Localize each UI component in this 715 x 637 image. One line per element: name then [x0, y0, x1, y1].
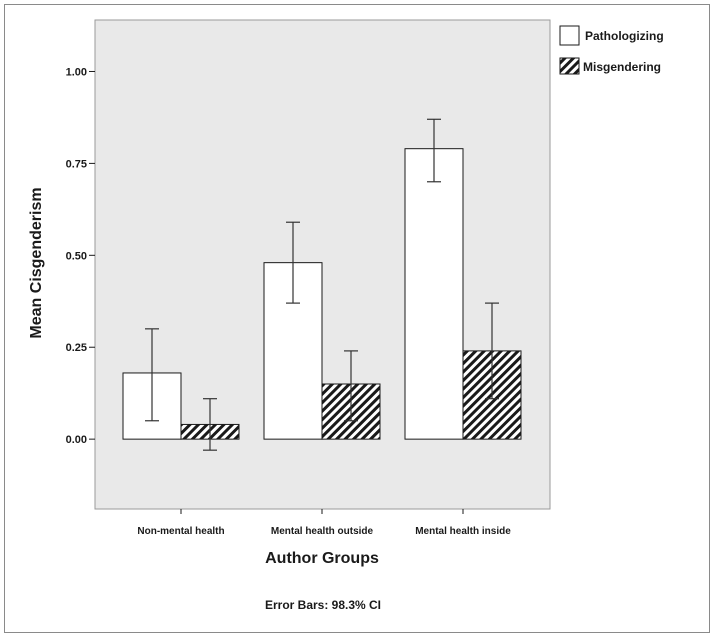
legend: Pathologizing Misgendering [559, 25, 664, 75]
y-tick-label: 0.25 [66, 342, 87, 354]
bar-chart: 0.00 0.25 0.50 0.75 1.00 Non-mental health Men… [28, 19, 664, 612]
y-tick-label: 0.75 [66, 158, 87, 170]
legend-swatch-misgendering [559, 57, 580, 75]
y-tick-label: 0.00 [66, 434, 87, 446]
y-tick-label: 1.00 [66, 66, 87, 78]
chart-frame: 0.00 0.25 0.50 0.75 1.00 Non-mental health Men… [4, 4, 710, 633]
y-tick-label: 0.50 [66, 250, 87, 262]
x-category-label: Mental health inside [415, 526, 511, 537]
bar-pathologizing [404, 148, 464, 440]
x-axis-title: Author Groups [265, 550, 379, 567]
y-axis-title: Mean Cisgenderism [28, 187, 45, 338]
legend-label-pathologizing: Pathologizing [585, 29, 664, 43]
x-category-label: Non-mental health [137, 526, 224, 537]
legend-label-misgendering: Misgendering [583, 60, 661, 74]
x-category-label: Mental health outside [271, 526, 374, 537]
legend-swatch-pathologizing [559, 25, 580, 46]
error-bars-note: Error Bars: 98.3% CI [265, 598, 381, 612]
